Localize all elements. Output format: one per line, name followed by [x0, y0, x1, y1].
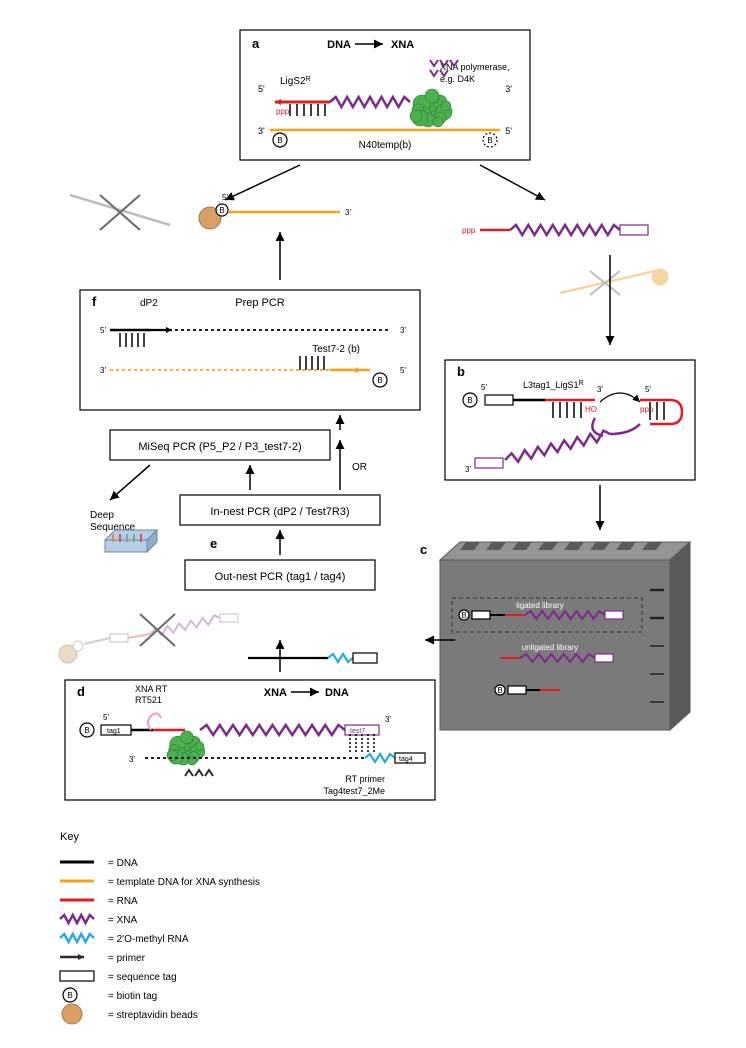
svg-text:LigS2R: LigS2R	[280, 76, 311, 88]
svg-text:3': 3'	[129, 755, 135, 764]
svg-text:5': 5'	[103, 713, 109, 722]
polymerase-blob	[167, 731, 205, 765]
svg-text:5': 5'	[222, 193, 228, 202]
svg-text:5': 5'	[100, 326, 106, 335]
svg-text:B: B	[497, 686, 502, 695]
svg-text:XNA: XNA	[391, 39, 414, 51]
svg-text:5': 5'	[400, 366, 406, 375]
svg-text:N40temp(b): N40temp(b)	[359, 140, 412, 151]
svg-text:In-nest PCR (dP2 / Test7R3): In-nest PCR (dP2 / Test7R3)	[210, 506, 349, 518]
svg-text:dP2: dP2	[140, 298, 158, 309]
svg-text:3': 3'	[465, 465, 471, 474]
svg-text:B: B	[84, 726, 89, 735]
svg-text:XNA polymerase,: XNA polymerase,	[440, 62, 510, 72]
svg-text:b: b	[457, 364, 465, 379]
svg-text:5': 5'	[645, 385, 651, 394]
svg-text:= template DNA for XNA synthes: = template DNA for XNA synthesis	[108, 877, 260, 888]
svg-text:HO: HO	[585, 405, 597, 414]
svg-text:B: B	[219, 206, 224, 215]
svg-text:5': 5'	[258, 84, 265, 94]
svg-text:L3tag1_LigS1R: L3tag1_LigS1R	[523, 380, 584, 391]
svg-text:= biotin tag: = biotin tag	[108, 991, 157, 1002]
svg-text:Key: Key	[60, 831, 79, 843]
svg-text:ppp: ppp	[276, 107, 290, 116]
svg-text:3': 3'	[258, 126, 265, 136]
svg-text:Out-nest PCR (tag1 / tag4): Out-nest PCR (tag1 / tag4)	[215, 571, 346, 583]
svg-text:3': 3'	[597, 385, 603, 394]
diagram-canvas: a DNA XNA 3' 5' B B N40temp(b) 5' LigS2R ppp 3' XNA …	[0, 0, 746, 1048]
svg-text:3': 3'	[100, 366, 106, 375]
svg-text:B: B	[67, 991, 72, 1000]
svg-text:f: f	[92, 294, 97, 309]
svg-text:RT primer: RT primer	[345, 774, 385, 784]
svg-text:= sequence tag: = sequence tag	[108, 972, 177, 983]
svg-text:e: e	[210, 536, 217, 551]
svg-text:Test7-2 (b): Test7-2 (b)	[312, 344, 360, 355]
svg-text:Deep: Deep	[90, 510, 114, 521]
svg-text:c: c	[420, 542, 427, 557]
svg-text:tag1: tag1	[107, 728, 121, 735]
svg-text:MiSeq PCR (P5_P2 / P3_test7-2): MiSeq PCR (P5_P2 / P3_test7-2)	[138, 441, 301, 453]
svg-text:DNA: DNA	[327, 39, 351, 51]
svg-text:ligated library: ligated library	[516, 601, 564, 610]
svg-text:RT521: RT521	[135, 695, 162, 705]
svg-text:3': 3'	[385, 715, 391, 724]
svg-text:= XNA: = XNA	[108, 915, 138, 926]
svg-text:B: B	[277, 136, 282, 145]
polymerase-blob	[410, 89, 452, 127]
svg-text:B: B	[467, 396, 472, 405]
svg-text:B: B	[461, 611, 466, 620]
svg-text:OR: OR	[352, 462, 367, 473]
svg-text:B: B	[487, 136, 492, 145]
svg-text:unligated library: unligated library	[522, 643, 578, 652]
svg-text:= DNA: = DNA	[108, 858, 138, 869]
svg-text:= 2'O-methyl RNA: = 2'O-methyl RNA	[108, 934, 189, 945]
svg-text:B: B	[377, 376, 382, 385]
svg-text:a: a	[252, 36, 260, 51]
svg-text:XNA RT: XNA RT	[135, 684, 168, 694]
svg-text:Prep PCR: Prep PCR	[235, 297, 285, 309]
svg-text:tag4: tag4	[399, 756, 413, 763]
svg-text:3': 3'	[505, 84, 512, 94]
svg-text:5': 5'	[505, 126, 512, 136]
svg-text:ppp: ppp	[462, 226, 476, 235]
svg-text:test7: test7	[350, 728, 365, 735]
svg-text:d: d	[77, 684, 85, 699]
svg-text:ppp: ppp	[640, 405, 654, 414]
svg-text:3': 3'	[345, 208, 351, 217]
svg-text:3': 3'	[400, 326, 406, 335]
svg-text:DNA: DNA	[325, 687, 349, 699]
svg-text:= RNA: = RNA	[108, 896, 138, 907]
svg-text:= primer: = primer	[108, 953, 146, 964]
svg-text:5': 5'	[481, 383, 487, 392]
svg-text:Tag4test7_2Me: Tag4test7_2Me	[323, 786, 385, 796]
svg-text:= streptavidin beads: = streptavidin beads	[108, 1010, 198, 1021]
svg-text:XNA: XNA	[264, 687, 287, 699]
